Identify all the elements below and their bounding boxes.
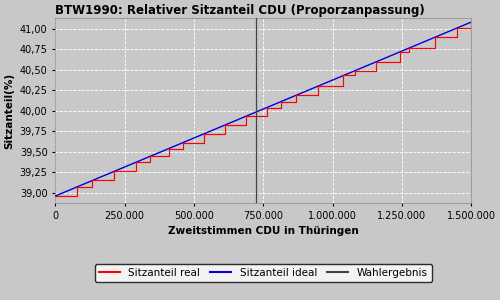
Legend: Sitzanteil real, Sitzanteil ideal, Wahlergebnis: Sitzanteil real, Sitzanteil ideal, Wahle… xyxy=(95,264,432,282)
Y-axis label: Sitzanteil(%): Sitzanteil(%) xyxy=(4,73,14,149)
Text: BTW1990: Relativer Sitzanteil CDU (Proporzanpassung): BTW1990: Relativer Sitzanteil CDU (Propo… xyxy=(55,4,425,17)
X-axis label: Zweitstimmen CDU in Thüringen: Zweitstimmen CDU in Thüringen xyxy=(168,226,358,236)
